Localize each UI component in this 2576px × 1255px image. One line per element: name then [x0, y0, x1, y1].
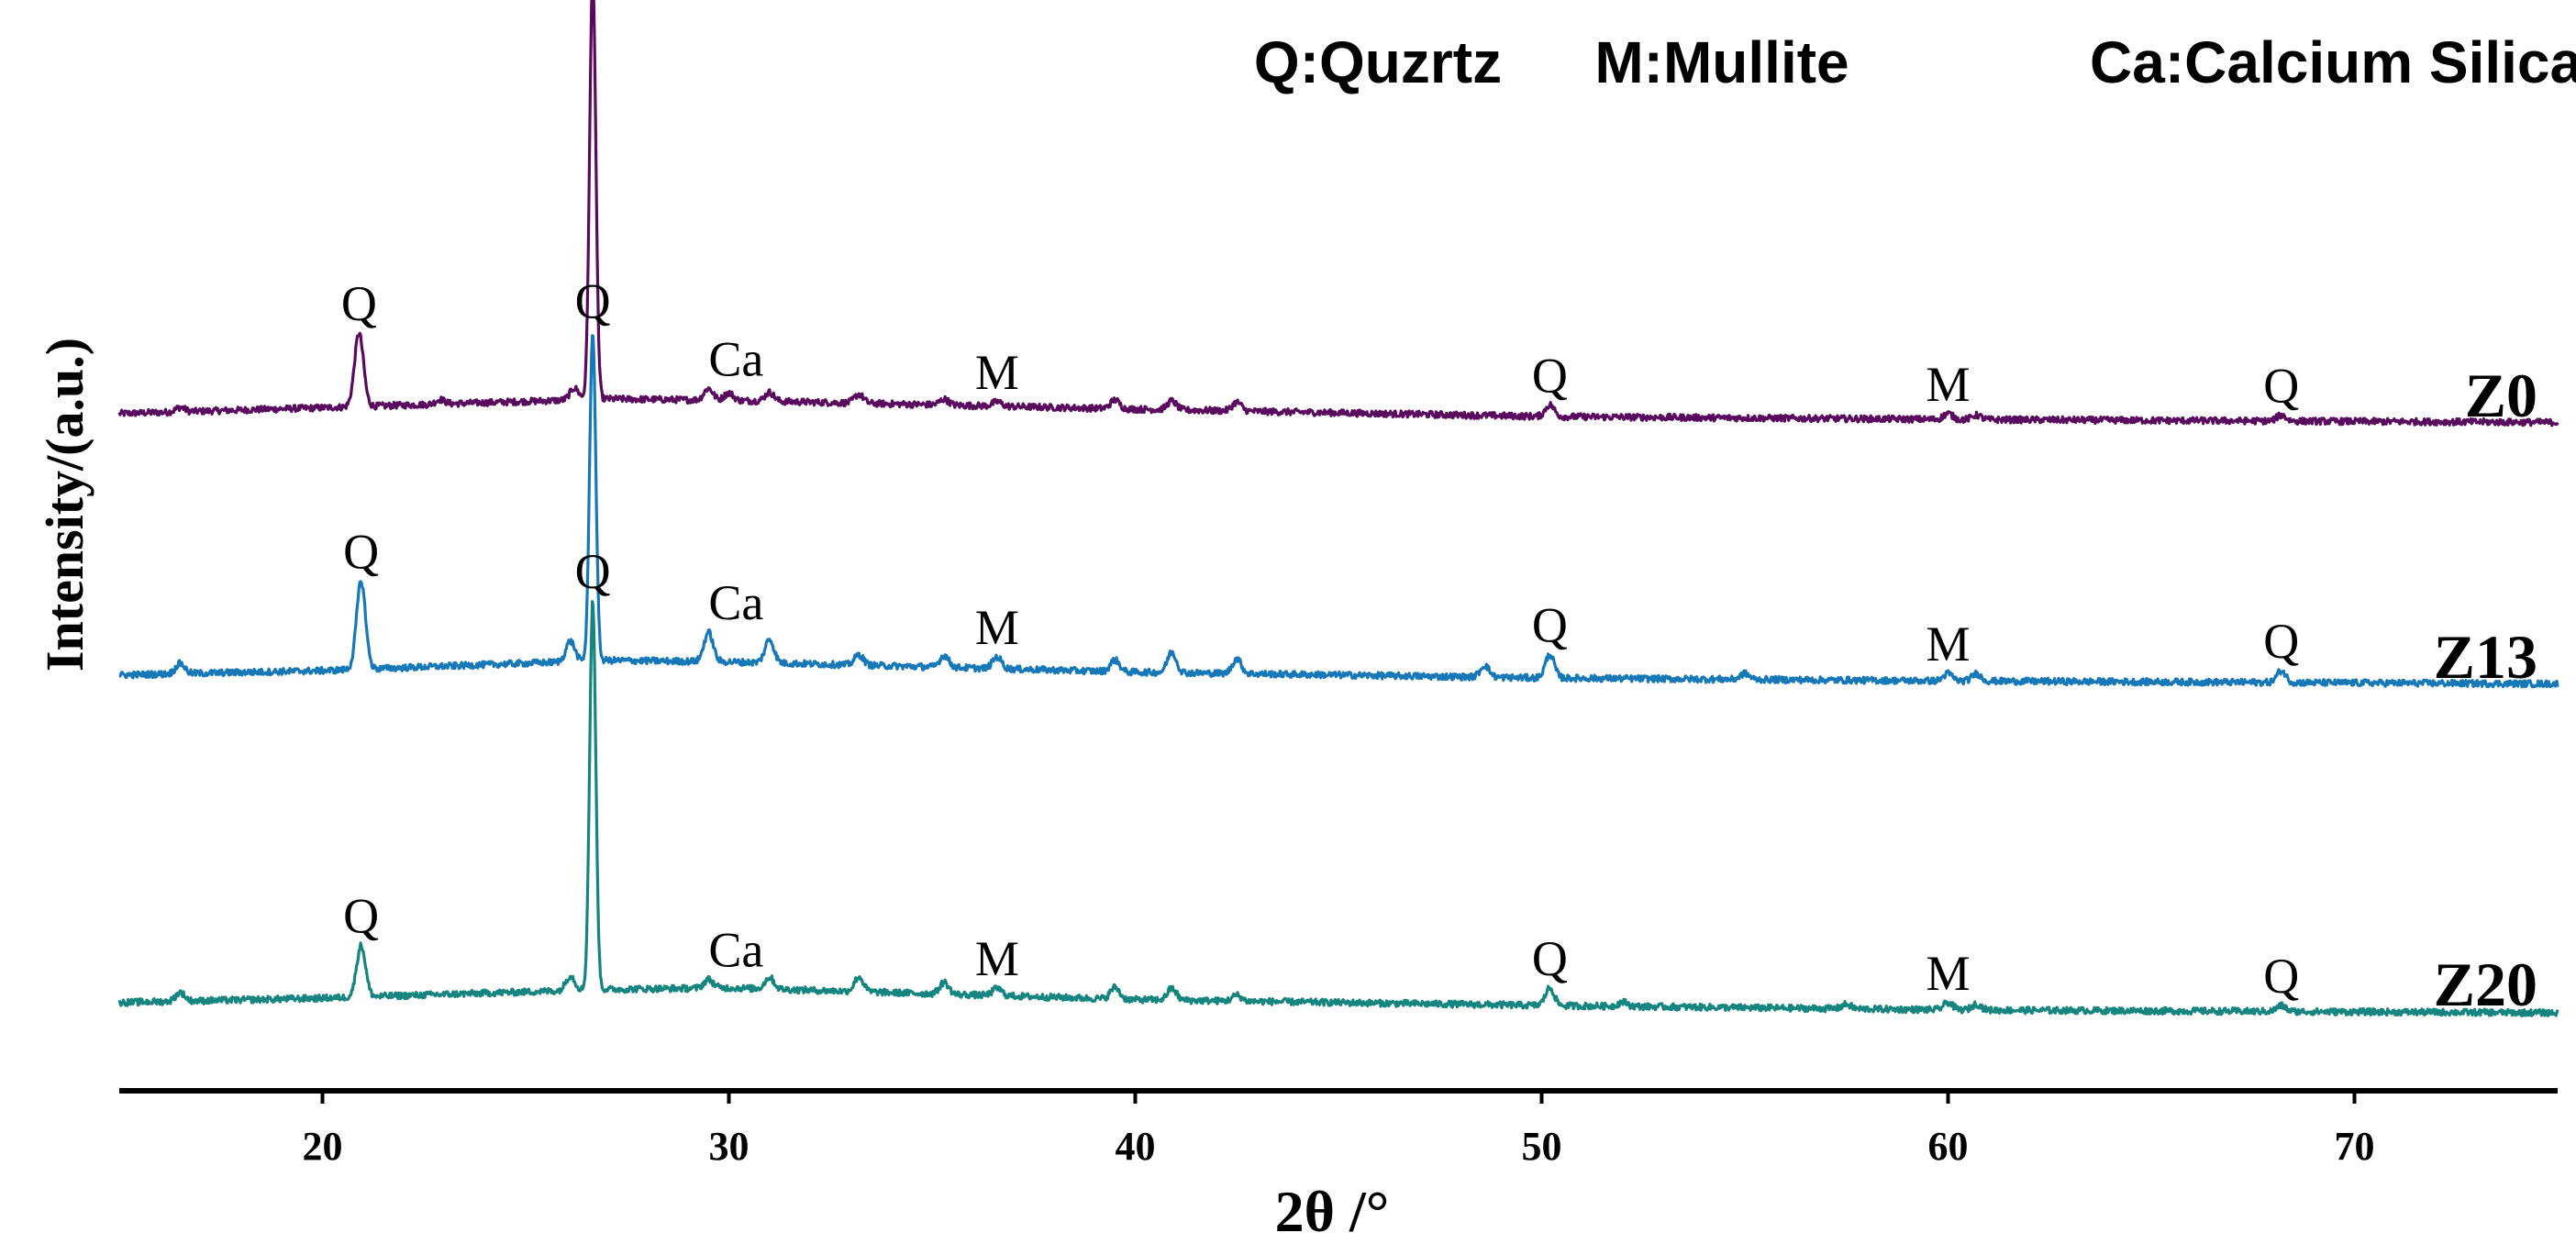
- peak-label-z20-0: Q: [343, 889, 379, 944]
- peak-label-z13-4: Q: [1532, 598, 1568, 653]
- series-name-z0: Z0: [2465, 361, 2537, 430]
- peak-label-z0-2: Ca: [708, 331, 763, 386]
- peak-label-z0-4: Q: [1532, 348, 1568, 403]
- legend-mullite: M:Mullite: [1594, 29, 1849, 95]
- series-line-z0: [117, 0, 2559, 428]
- peak-label-z20-2: Ca: [708, 923, 763, 978]
- peak-label-z0-3: M: [975, 345, 1019, 400]
- x-tick-label-60: 60: [1928, 1124, 1969, 1169]
- x-tick-label-70: 70: [2335, 1124, 2375, 1169]
- series-line-z13: [118, 334, 2559, 689]
- x-tick-label-50: 50: [1522, 1124, 1562, 1169]
- phase-legend: Q:Quzrtz M:Mullite Ca:Calcium Silicate: [1254, 29, 2576, 95]
- peak-label-z20-4: Q: [1532, 931, 1568, 986]
- peak-label-z20-1: Q: [575, 544, 611, 599]
- peak-label-z0-5: M: [1926, 357, 1970, 412]
- x-axis-title: 2θ /°: [1275, 1179, 1390, 1244]
- peak-label-z0-6: Q: [2263, 359, 2299, 414]
- peak-label-z13-0: Q: [343, 525, 379, 580]
- x-tick-label-20: 20: [303, 1124, 343, 1169]
- peak-label-z20-3: M: [975, 931, 1019, 986]
- series-name-z13: Z13: [2434, 622, 2537, 692]
- x-tick-label-40: 40: [1116, 1124, 1156, 1169]
- peak-label-z13-1: Q: [575, 273, 611, 328]
- peak-label-z13-5: M: [1926, 616, 1970, 672]
- series-name-z20: Z20: [2434, 950, 2537, 1019]
- peak-label-z13-6: Q: [2263, 614, 2299, 669]
- peak-label-z0-0: Q: [341, 276, 377, 331]
- y-axis-title: Intensity/(a.u.): [35, 338, 94, 672]
- series-layer: QQCaMQMQZ0QQCaMQMQZ13QQCaMQMQZ20: [117, 0, 2559, 1019]
- peak-label-z13-3: M: [975, 600, 1019, 655]
- series-line-z20: [117, 600, 2559, 1017]
- legend-calcium-silicate: Ca:Calcium Silicate: [2090, 29, 2576, 95]
- x-tick-label-30: 30: [709, 1124, 749, 1169]
- peak-label-z20-6: Q: [2263, 949, 2299, 1004]
- legend-quartz: Q:Quzrtz: [1254, 29, 1502, 95]
- x-axis-ticks: 20 30 40 50 60 70: [303, 1091, 2375, 1169]
- peak-label-z13-2: Ca: [708, 575, 763, 630]
- peak-label-z20-5: M: [1926, 946, 1970, 1001]
